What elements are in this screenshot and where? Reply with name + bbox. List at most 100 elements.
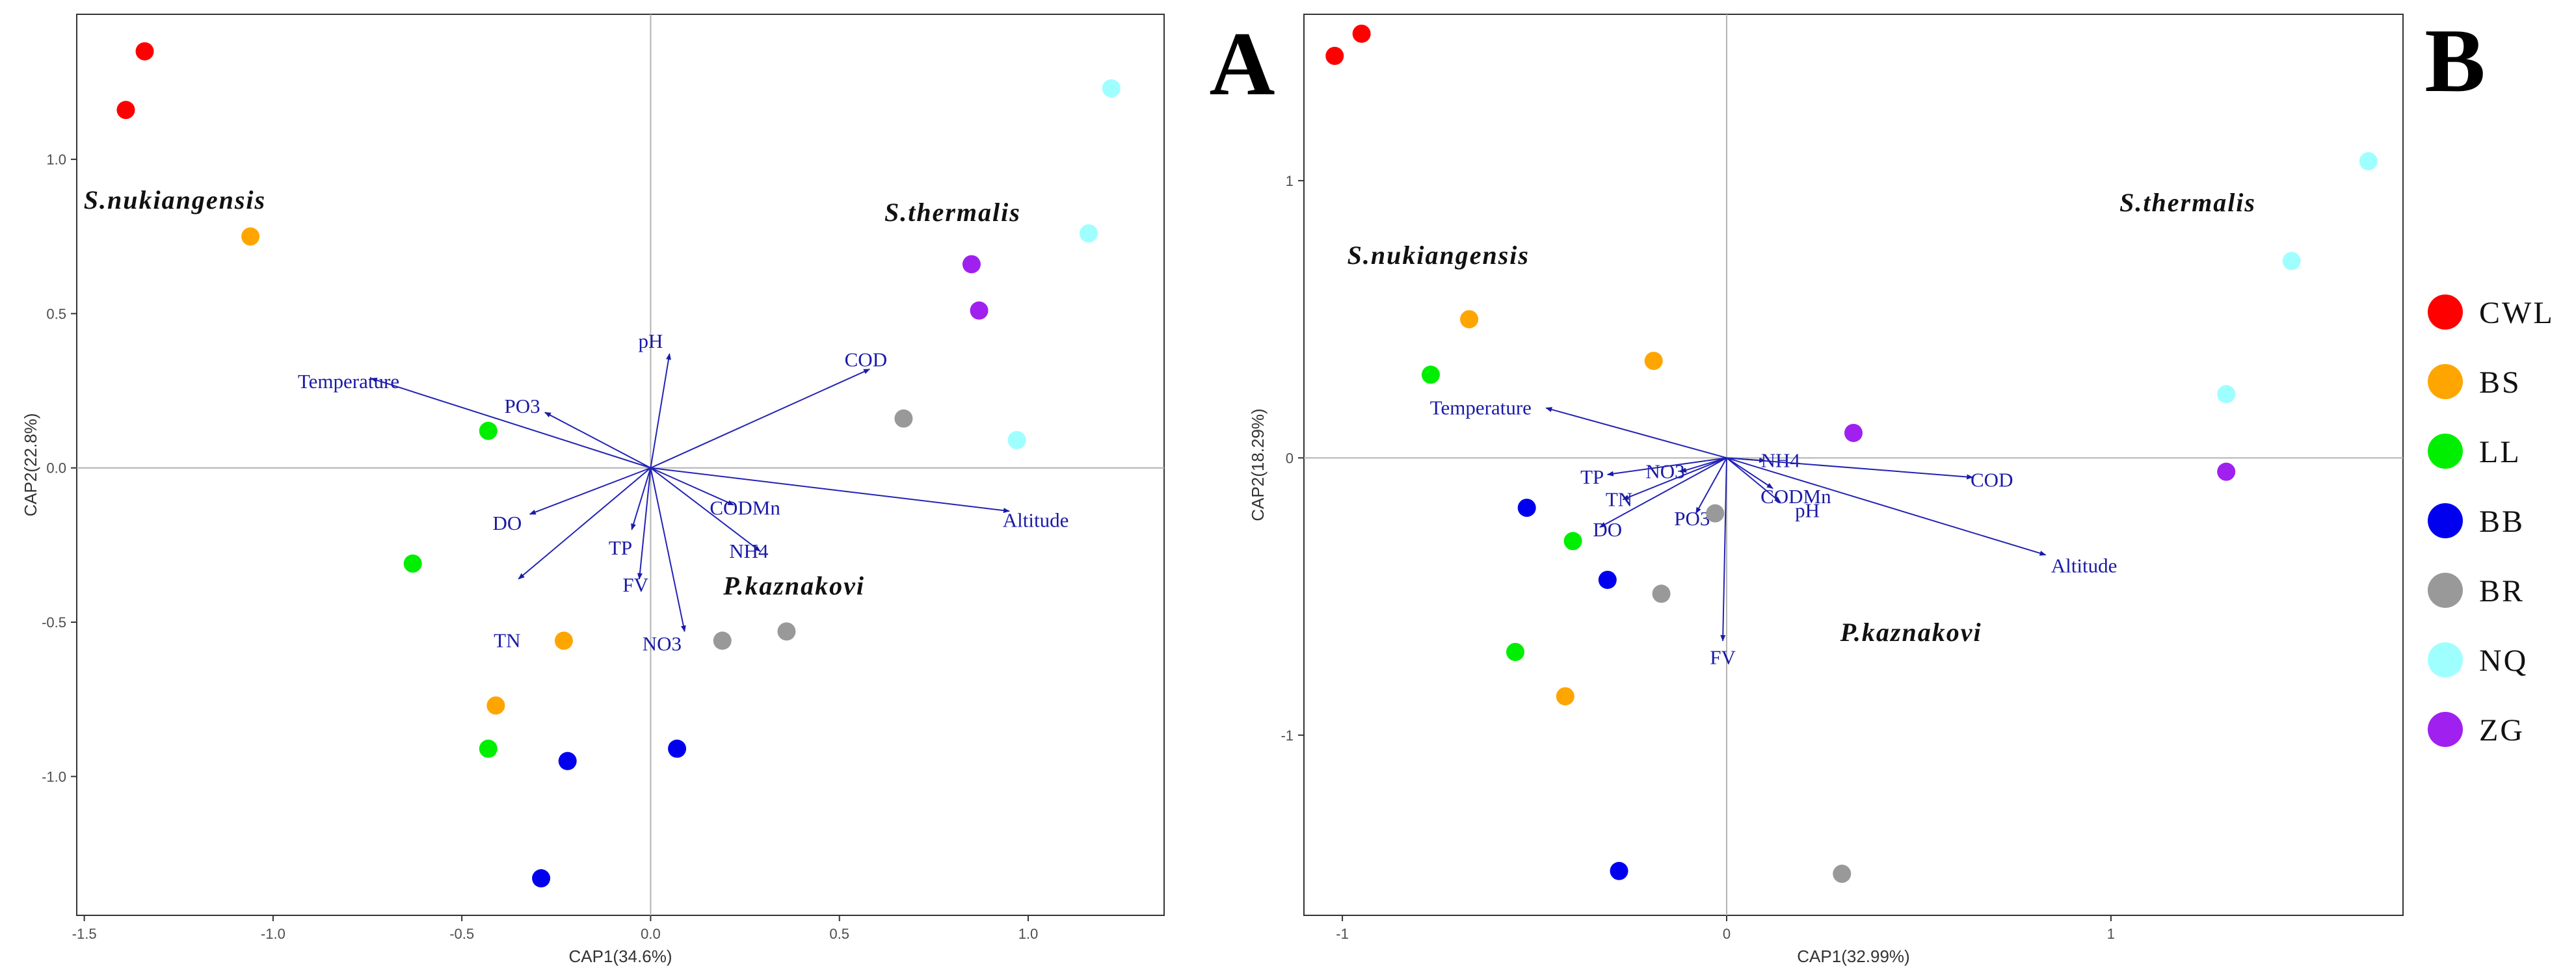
point-bs xyxy=(1460,310,1479,329)
legend-label-bs: BS xyxy=(2479,365,2521,400)
vector-label: DO xyxy=(492,512,522,534)
legend-label-zg: ZG xyxy=(2479,713,2525,748)
vector-label: FV xyxy=(1710,646,1736,668)
panel-letter: A xyxy=(1209,14,1275,114)
point-cwl xyxy=(1352,24,1371,43)
point-br xyxy=(1833,865,1852,883)
y-axis-title: CAP2(22.8%) xyxy=(21,413,40,517)
point-nq xyxy=(2217,385,2236,404)
x-tick-label: 1.0 xyxy=(1018,926,1039,942)
point-ll xyxy=(479,421,498,440)
x-tick-label: -0.5 xyxy=(449,926,474,942)
point-zg xyxy=(962,255,981,274)
point-bs xyxy=(241,227,260,246)
legend-label-br: BR xyxy=(2479,574,2525,608)
vector-arrow xyxy=(1726,457,1773,490)
legend-label-ll: LL xyxy=(2479,435,2521,469)
y-axis-title: CAP2(18.29%) xyxy=(1248,408,1268,521)
legend-swatch-zg xyxy=(2428,712,2463,747)
point-bs xyxy=(1644,352,1663,371)
vector-arrow xyxy=(1726,457,1781,503)
plot-frame xyxy=(1303,14,2404,916)
vector-arrow xyxy=(529,467,651,515)
point-br xyxy=(777,622,796,641)
point-cwl xyxy=(1325,46,1344,65)
point-zg xyxy=(2217,462,2236,481)
y-tick-label: 0.5 xyxy=(46,306,66,322)
vector-arrow xyxy=(544,412,651,469)
legend-swatch-br xyxy=(2428,573,2463,608)
point-nq xyxy=(1102,79,1121,98)
y-tick-label: 1.0 xyxy=(46,151,66,168)
point-bb xyxy=(1610,861,1628,880)
vector-arrow xyxy=(631,467,652,530)
legend-swatch-nq xyxy=(2428,642,2463,677)
point-ll xyxy=(1563,532,1582,551)
y-tick-label: 0 xyxy=(1286,450,1294,466)
plot-frame xyxy=(76,14,1165,916)
y-tick-label: 1 xyxy=(1286,173,1294,189)
vector-label: Altitude xyxy=(1003,508,1069,531)
vector-arrow xyxy=(650,467,686,633)
vector-label: NH4 xyxy=(1761,449,1801,472)
species-label: S.thermalis xyxy=(2119,188,2256,217)
vector-arrow xyxy=(1599,457,1727,528)
vector-label: NO3 xyxy=(1645,460,1684,483)
y-tick-label: 0.0 xyxy=(46,460,66,477)
vector-label: pH xyxy=(1795,499,1820,521)
point-cwl xyxy=(135,42,154,60)
vector-label: TN xyxy=(494,629,520,652)
point-bb xyxy=(1598,570,1617,589)
point-bb xyxy=(1517,499,1536,517)
point-br xyxy=(1652,584,1671,603)
species-label: S.thermalis xyxy=(884,198,1021,227)
legend-swatch-bs xyxy=(2428,364,2463,399)
vector-label: Temperature xyxy=(298,370,399,393)
vector-label: PO3 xyxy=(1674,507,1710,530)
point-nq xyxy=(2359,152,2378,171)
vector-arrow xyxy=(650,368,871,469)
vector-label: TN xyxy=(1606,488,1632,510)
vector-arrow xyxy=(1606,457,1727,477)
species-label: P.kaznakovi xyxy=(1840,618,1982,647)
x-tick-label: -1.5 xyxy=(72,926,97,942)
x-tick-label: 1 xyxy=(2107,926,2115,942)
vector-label: DO xyxy=(1593,518,1622,541)
vector-arrow xyxy=(518,467,652,580)
vector-label: PO3 xyxy=(504,395,540,417)
legend: CWL BS LL BB BR NQ ZG xyxy=(2428,294,2555,748)
vector-arrow xyxy=(650,467,761,552)
vector-arrow xyxy=(650,467,735,506)
x-tick-label: 0.0 xyxy=(641,926,661,942)
vector-arrow xyxy=(1726,457,1974,480)
vector-arrow xyxy=(1720,458,1727,642)
vector-arrow xyxy=(1680,457,1727,473)
panel-B: -1 0 1 -1 0 1 CAP1(32.99%) CAP2(18.29%) Temperat… xyxy=(1248,10,2486,966)
vector-arrow xyxy=(650,353,671,468)
x-axis-title: CAP1(32.99%) xyxy=(1797,947,1909,966)
species-label: S.nukiangensis xyxy=(1348,241,1530,270)
point-br xyxy=(894,409,913,428)
vector-arrow xyxy=(370,378,651,469)
legend-label-cwl: CWL xyxy=(2479,296,2555,330)
species-label: S.nukiangensis xyxy=(84,185,266,215)
vector-label: COD xyxy=(1971,468,2013,491)
y-tick-label: -0.5 xyxy=(42,614,66,631)
vector-label: NO3 xyxy=(643,632,682,655)
legend-swatch-cwl xyxy=(2428,294,2463,330)
panel-A: -1.5 -1.0 -0.5 0.0 0.5 1.0 -1.0 -0.5 0.0 0.5 1.0 CA… xyxy=(21,14,1275,966)
vector-label: Temperature xyxy=(1430,397,1532,419)
point-bs xyxy=(554,631,573,650)
point-bs xyxy=(486,696,505,715)
point-nq xyxy=(2282,252,2301,270)
vector-arrow xyxy=(1622,457,1727,501)
vector-label: NH4 xyxy=(729,540,769,562)
x-axis-title: CAP1(34.6%) xyxy=(569,947,672,966)
point-ll xyxy=(1506,642,1524,661)
vector-label: TP xyxy=(609,536,632,559)
point-nq xyxy=(1079,224,1098,243)
point-bb xyxy=(532,869,551,888)
point-bb xyxy=(668,739,687,758)
point-bs xyxy=(1556,687,1574,706)
